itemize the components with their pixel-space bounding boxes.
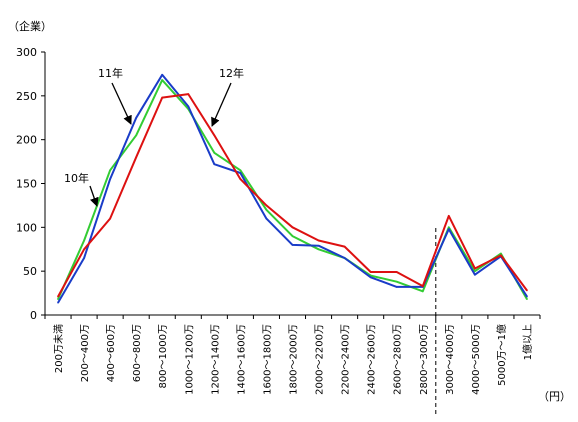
data-point (395, 271, 398, 273)
y-tick-label: 250 (16, 90, 37, 103)
data-point (474, 273, 476, 276)
data-point (448, 226, 450, 229)
data-point (187, 93, 190, 95)
x-tick-label: 5000万～1億 (495, 324, 508, 386)
y-tick-label: 100 (16, 221, 37, 234)
data-point (83, 239, 85, 242)
data-point (135, 156, 137, 158)
data-point (109, 169, 111, 172)
x-tick-label: 800～1000万 (158, 324, 169, 389)
annotation-arrow (211, 82, 232, 127)
data-point (135, 116, 137, 119)
y-tick-label: 300 (16, 46, 37, 59)
data-point (526, 289, 528, 292)
data-point (317, 248, 320, 251)
data-point (526, 298, 528, 301)
data-point (83, 257, 85, 259)
data-point (161, 96, 164, 99)
data-point (57, 298, 59, 301)
data-point (213, 152, 216, 154)
x-tick-label: 1000～1200万 (184, 324, 195, 395)
data-point (291, 244, 294, 246)
data-point (265, 204, 268, 207)
data-point (500, 252, 502, 255)
annotation-label: 10年 (64, 171, 89, 185)
series-line-1 (57, 73, 528, 304)
data-point (213, 134, 216, 137)
y-unit-label: （企業） (8, 19, 52, 33)
annotation-arrow (111, 82, 132, 125)
x-tick-label: 200～400万 (80, 324, 91, 382)
y-tick-label: 50 (23, 265, 37, 278)
data-point (57, 301, 59, 304)
x-unit-label: （円） (538, 390, 571, 403)
data-point (135, 134, 137, 137)
x-tick-label: 4000～5000万 (471, 324, 482, 395)
data-point (526, 295, 528, 298)
data-point (317, 244, 320, 247)
x-tick-label: 2800～3000万 (419, 324, 430, 395)
data-point (343, 257, 346, 259)
data-point (317, 239, 320, 242)
x-tick-label: 400～600万 (106, 324, 117, 382)
series-line-2 (57, 93, 528, 298)
data-point (109, 217, 111, 220)
x-tick-label: 1200～1400万 (210, 324, 221, 395)
axes: 0 50 100 150 200 250 300 200万未満 200～400万 400～600万… (16, 46, 541, 415)
series-line-0 (57, 79, 528, 300)
data-point (83, 248, 85, 251)
data-point (239, 169, 242, 172)
data-point (239, 172, 242, 174)
x-tick-label: 1600～1800万 (262, 324, 273, 395)
x-tick-label: 2200～2400万 (341, 324, 352, 395)
x-tick-label: 2600～2800万 (393, 324, 404, 395)
data-point (369, 276, 372, 279)
data-point (448, 215, 450, 217)
x-tick-label: 3000～4000万 (445, 324, 456, 395)
data-point (291, 235, 294, 237)
series-lines (57, 73, 528, 304)
data-point (109, 178, 111, 180)
data-point (421, 285, 424, 287)
y-tick-label: 150 (16, 178, 37, 191)
data-point (239, 178, 242, 180)
data-point (265, 209, 268, 211)
x-tick-label: 1400～1600万 (236, 324, 247, 395)
data-point (500, 254, 502, 257)
x-tick-label: 600～800万 (132, 324, 143, 382)
data-point (474, 267, 476, 270)
annotations: 10年 11年 12年 (64, 66, 244, 207)
x-tick-label: 200万未満 (53, 324, 65, 373)
data-point (343, 245, 346, 248)
data-point (291, 226, 294, 229)
data-point (421, 290, 424, 293)
data-point (395, 280, 398, 283)
x-tick-label: 1800～2000万 (289, 324, 300, 395)
data-point (213, 163, 216, 166)
data-point (369, 271, 372, 273)
data-point (448, 228, 450, 230)
x-tick-label: 2400～2600万 (367, 324, 378, 395)
data-point (161, 73, 164, 76)
data-point (187, 105, 190, 108)
annotation-label: 11年 (98, 66, 123, 80)
data-point (265, 217, 268, 220)
annotation-arrow (89, 185, 99, 207)
data-point (395, 286, 398, 288)
y-tick-label: 0 (30, 309, 37, 322)
x-tick-label: 2000～2200万 (315, 324, 326, 395)
data-point (474, 270, 476, 272)
x-tick-label: 1億以上 (521, 324, 534, 360)
y-tick-label: 200 (16, 134, 37, 147)
data-point (161, 79, 164, 81)
annotation-label: 12年 (219, 66, 244, 80)
data-point (57, 295, 59, 298)
